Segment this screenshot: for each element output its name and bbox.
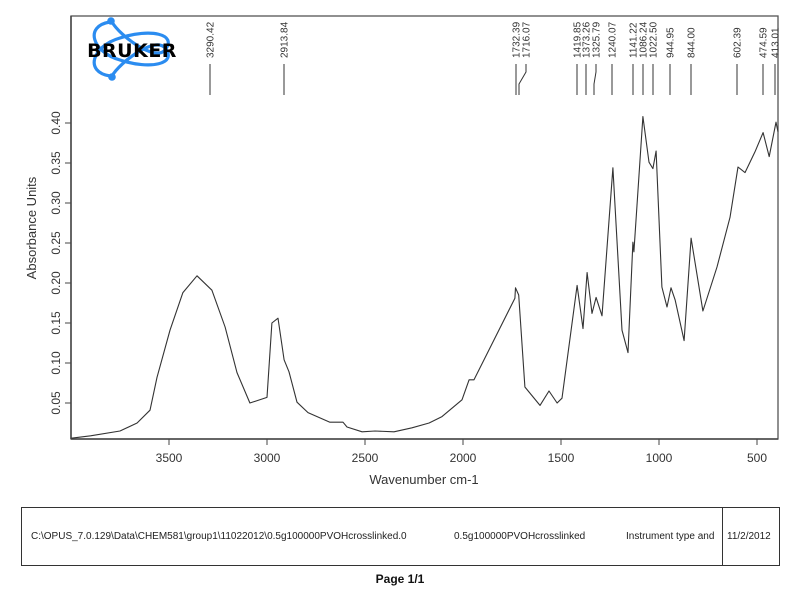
page-indicator: Page 1/1 xyxy=(375,572,425,586)
y-tick-label: 0.15 xyxy=(49,311,63,335)
measurement-date: 11/2/2012 xyxy=(727,531,771,542)
x-tick-label: 2500 xyxy=(352,451,379,465)
y-axis-title: Absorbance Units xyxy=(24,176,39,279)
sample-name: 0.5g100000PVOHcrosslinked xyxy=(454,531,586,542)
peak-marker-line xyxy=(518,64,527,95)
peak-label: 1419.85 xyxy=(573,21,584,58)
peak-label: 1086.24 xyxy=(639,21,650,58)
peak-label: 1732.39 xyxy=(512,21,523,58)
x-axis-title: Wavenumber cm-1 xyxy=(369,472,478,487)
peak-label: 1373.26 xyxy=(582,21,593,58)
peak-label: 944.95 xyxy=(666,27,677,58)
peak-label: 844.00 xyxy=(687,27,698,58)
logo-text: BRUKER xyxy=(87,40,177,62)
peak-label: 1325.79 xyxy=(592,21,603,58)
x-tick-label: 1500 xyxy=(548,451,575,465)
footer-divider xyxy=(722,508,723,565)
y-tick-label: 0.40 xyxy=(49,111,63,135)
y-axis-ticks: 0.05 0.10 0.15 0.20 0.25 0.30 0.35 0.40 xyxy=(49,111,71,415)
peak-label: 2913.84 xyxy=(280,21,291,58)
orbit-2 xyxy=(92,20,170,78)
y-tick-label: 0.30 xyxy=(49,191,63,215)
y-tick-label: 0.20 xyxy=(49,271,63,295)
peak-label: 1240.07 xyxy=(608,21,619,58)
y-tick-label: 0.10 xyxy=(49,351,63,375)
ir-spectrum-chart: BRUKER 0.050.100.150.200.250.300.350.40 … xyxy=(24,15,782,487)
plot-frame xyxy=(70,15,779,440)
peak-label: 413.01 xyxy=(771,27,782,58)
peak-marker-line xyxy=(593,64,597,95)
peak-label: 474.59 xyxy=(759,27,770,58)
y-tick-label: 0.25 xyxy=(49,231,63,255)
x-tick-label: 500 xyxy=(747,451,767,465)
spectrum-line xyxy=(71,116,779,439)
x-tick-label: 3000 xyxy=(254,451,281,465)
x-tick-label: 2000 xyxy=(450,451,477,465)
y-tick-label: 0.35 xyxy=(49,151,63,175)
orbit-1 xyxy=(92,20,170,78)
peak-label: 3290.42 xyxy=(206,21,217,58)
x-tick-label: 3500 xyxy=(156,451,183,465)
peak-label: 602.39 xyxy=(733,27,744,58)
file-path: C:\OPUS_7.0.129\Data\CHEM581\group1\1102… xyxy=(31,531,407,542)
peak-label-markers: 3290.42 2913.84 1732.39 1716.07 1419.851373.… xyxy=(206,21,782,95)
x-axis-ticks: 3500 3000 2500 2000 1500 1000 500 xyxy=(156,439,767,465)
peak-label: 1716.07 xyxy=(522,21,533,58)
info-footer: C:\OPUS_7.0.129\Data\CHEM581\group1\1102… xyxy=(21,507,780,566)
instrument-type: Instrument type and xyxy=(626,531,715,542)
atom-orbit-icon xyxy=(92,17,170,81)
x-tick-label: 1000 xyxy=(646,451,673,465)
y-tick-label: 0.05 xyxy=(49,391,63,415)
bruker-logo: BRUKER xyxy=(87,17,177,81)
peak-label: 1022.50 xyxy=(649,21,660,58)
peak-label: 1141.22 xyxy=(629,22,640,58)
